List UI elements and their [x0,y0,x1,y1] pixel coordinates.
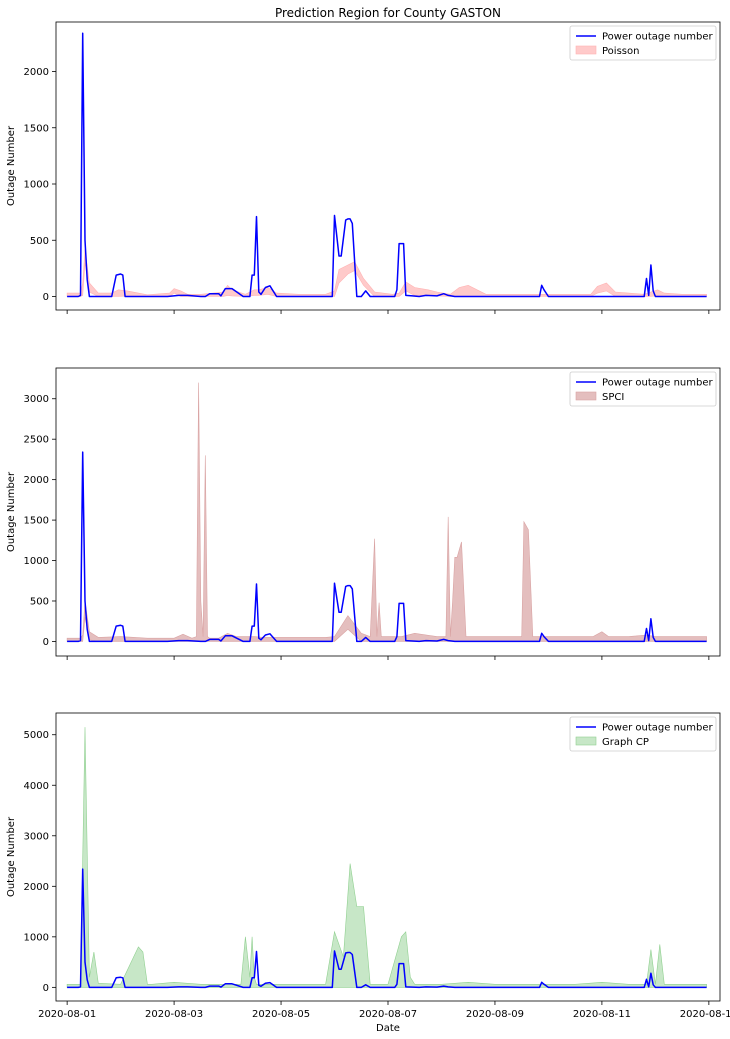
chart-title: Prediction Region for County GASTON [275,6,501,20]
y-tick-label: 500 [30,236,49,247]
y-tick-label: 0 [43,983,49,994]
y-tick-label: 4000 [24,781,49,792]
y-axis-label: Outage Number [6,125,17,206]
legend-label: Power outage number [602,32,714,43]
power-outage-line [67,32,707,298]
x-tick-label: 2020-08-13 [680,1009,730,1020]
y-tick-label: 3000 [24,394,49,405]
x-tick-label: 2020-08-11 [573,1009,631,1020]
x-tick-label: 2020-08-01 [38,1009,96,1020]
power-outage-line [67,868,707,989]
x-tick-label: 2020-08-09 [466,1009,524,1020]
y-axis-label: Outage Number [6,816,17,897]
y-tick-label: 5000 [24,730,49,741]
subplot-2: 0 500 1000 1500 2000 2500 3000 Outage Number Pow… [6,367,721,660]
power-outage-line [67,451,707,643]
legend-label: Poisson [602,46,639,57]
x-tick-label: 2020-08-03 [145,1009,203,1020]
legend-band-swatch [575,736,597,746]
subplot-3: 0 1000 2000 3000 4000 5000 2020-08-01 2020-08-0… [6,712,730,1020]
x-tick-label: 2020-08-07 [359,1009,417,1020]
y-axis-label: Outage Number [6,471,17,552]
y-tick-label: 2000 [24,475,49,486]
legend-label: Power outage number [602,378,714,389]
y-tick-label: 2000 [24,67,49,78]
legend-frame [569,716,717,752]
legend-frame [569,25,717,61]
subplot-1: 0 500 1000 1500 2000 Outage Number Power outag… [6,21,721,314]
legend-band-swatch [575,391,597,401]
legend: Power outage number Poisson [569,25,717,61]
legend-band-swatch [575,45,597,55]
axes-frame [55,712,721,1002]
y-tick-label: 2000 [24,882,49,893]
subplots: 0 500 1000 1500 2000 Outage Number Power outag… [6,21,730,1020]
y-tick-label: 0 [43,292,49,303]
y-tick-label: 0 [43,637,49,648]
legend-label: SPCI [602,392,624,403]
y-tick-label: 3000 [24,831,49,842]
y-tick-label: 2500 [24,435,49,446]
y-tick-label: 1000 [24,932,49,943]
axes-frame [55,367,721,657]
y-tick-label: 1500 [24,516,49,527]
y-tick-label: 1500 [24,123,49,134]
y-tick-label: 500 [30,596,49,607]
legend-frame [569,371,717,407]
prediction-band-spci [66,382,707,642]
prediction-band-graph-cp [66,727,707,988]
y-tick-label: 1000 [24,556,49,567]
prediction-band-poisson [66,249,707,297]
x-tick-label: 2020-08-05 [252,1009,310,1020]
axes-frame [55,21,721,311]
x-axis-label: Date [376,1023,400,1034]
legend: Power outage number SPCI [569,371,717,407]
y-tick-label: 1000 [24,180,49,191]
legend-label: Power outage number [602,723,714,734]
legend-label: Graph CP [602,737,649,748]
legend: Power outage number Graph CP [569,716,717,752]
